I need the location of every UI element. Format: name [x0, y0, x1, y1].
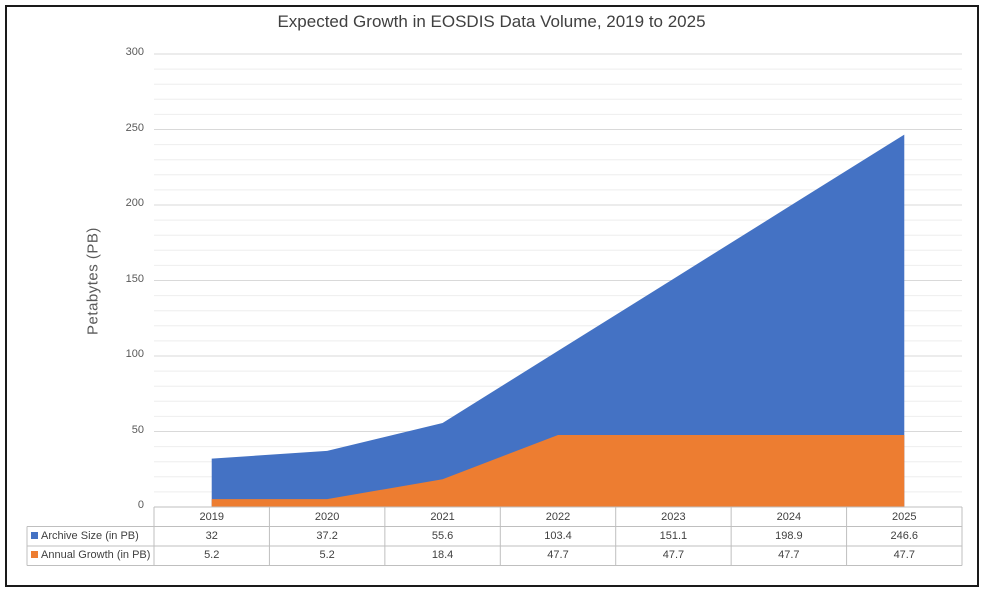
data-label: 151.1 [659, 529, 688, 542]
data-label: 37.2 [316, 529, 338, 542]
x-tick-label: 2020 [314, 511, 340, 523]
y-tick-label: 0 [137, 499, 144, 511]
data-label: 47.7 [662, 549, 685, 561]
legend-entry: Archive Size (in PB) [31, 530, 139, 542]
x-tick-label: 2025 [892, 511, 917, 523]
data-label: 5.2 [204, 549, 220, 561]
data-label: 55.6 [431, 529, 454, 542]
data-label: 32 [205, 529, 218, 542]
data-label: 47.7 [893, 549, 915, 561]
area-series-annual-growth [211, 434, 905, 507]
legend-label: Archive Size (in PB) [41, 529, 139, 542]
legend-label: Annual Growth (in PB) [41, 549, 151, 561]
x-tick-label: 2019 [199, 511, 224, 523]
legend-entry: Annual Growth (in PB) [31, 549, 150, 561]
legend-swatch [31, 531, 38, 539]
data-label: 47.7 [778, 549, 800, 561]
x-tick-label: 2022 [545, 511, 571, 523]
data-label: 18.4 [431, 549, 454, 561]
y-axis-label: Petabytes (PB) [84, 227, 102, 335]
y-tick-label: 250 [125, 121, 144, 134]
data-label: 5.2 [319, 549, 335, 561]
data-label: 198.9 [775, 529, 803, 542]
chart-title: Expected Growth in EOSDIS Data Volume, 2… [277, 12, 706, 31]
area-series-archive-size [211, 134, 905, 507]
y-tick-label: 100 [125, 348, 144, 360]
y-tick-label: 150 [125, 272, 144, 285]
data-label: 103.4 [544, 529, 572, 542]
legend-swatch [31, 551, 38, 558]
y-tick-label: 200 [125, 197, 144, 209]
x-tick-label: 2024 [776, 511, 802, 523]
data-label: 47.7 [547, 549, 569, 561]
y-tick-label: 300 [125, 46, 144, 58]
data-label: 246.6 [890, 529, 919, 542]
x-tick-label: 2021 [430, 511, 455, 523]
y-tick-label: 50 [131, 423, 144, 436]
x-tick-label: 2023 [661, 511, 686, 523]
